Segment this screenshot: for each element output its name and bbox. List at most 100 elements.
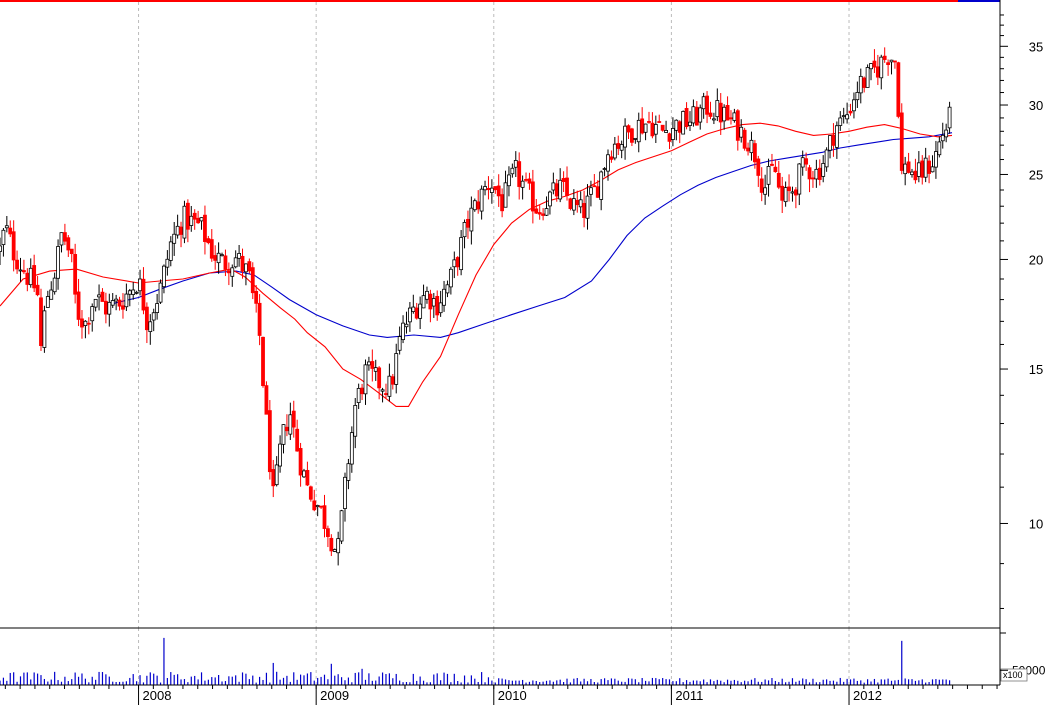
candle-body [623, 125, 627, 148]
candle [192, 209, 197, 230]
candle [445, 280, 450, 298]
candle-body [367, 361, 371, 366]
candle-body [448, 268, 453, 288]
candle-body [288, 414, 293, 435]
candle-body [626, 125, 631, 133]
candle [103, 292, 108, 324]
candle-body [811, 177, 815, 180]
candle [544, 196, 549, 216]
candle-body [889, 59, 894, 63]
candle-body [872, 60, 877, 68]
candle-body [127, 290, 132, 295]
candle [623, 118, 627, 160]
candle [278, 435, 282, 473]
candle-body [442, 288, 446, 306]
candle-body [920, 160, 925, 178]
candle-body [390, 376, 395, 385]
candle-body [759, 178, 764, 193]
candle-body [401, 322, 405, 341]
candle-body [592, 185, 597, 188]
candle [131, 281, 136, 300]
candle-body [86, 322, 91, 325]
candle [811, 171, 815, 188]
candle [226, 262, 231, 286]
candle-body [237, 253, 242, 259]
candle [110, 293, 115, 309]
candle-body [554, 183, 559, 197]
candle [575, 190, 580, 213]
candle-body [196, 217, 201, 224]
candle [582, 190, 586, 228]
candle-body [308, 486, 313, 500]
candle-body [729, 117, 733, 120]
candle [151, 308, 156, 332]
candle [4, 216, 9, 233]
candle-body [421, 295, 426, 309]
candle-body [619, 144, 624, 151]
candle-body [93, 298, 98, 308]
candle-body [233, 257, 238, 268]
candle [691, 99, 696, 127]
candle-body [110, 300, 115, 306]
candle-body [103, 300, 108, 315]
candle [206, 235, 211, 245]
candle [643, 123, 648, 141]
candle-body [56, 246, 60, 279]
candle-body [797, 163, 802, 195]
candle [462, 219, 467, 249]
candle [937, 136, 942, 158]
candle [0, 237, 2, 266]
candle [640, 107, 645, 135]
candle-body [903, 163, 908, 175]
candle [124, 283, 129, 312]
candle-body [459, 237, 464, 271]
candle [343, 472, 347, 522]
candle-body [407, 307, 412, 323]
candle-body [517, 161, 522, 187]
candle-body [660, 124, 665, 131]
candle-body [869, 63, 873, 70]
candle-body [206, 238, 211, 244]
candle-body [548, 191, 552, 207]
candle [865, 64, 870, 88]
candle-body [254, 290, 259, 304]
candle [749, 131, 754, 161]
moving-average-short-line [0, 122, 953, 407]
candle-body [633, 137, 638, 140]
candle [660, 124, 665, 132]
candle-body [671, 128, 675, 140]
candle [438, 290, 443, 317]
candle [489, 179, 494, 204]
candle-body [100, 291, 105, 302]
candle-body [708, 112, 713, 117]
candle-body [681, 111, 686, 135]
candle-body [934, 151, 938, 168]
candle-body [257, 302, 262, 336]
candle [45, 290, 50, 308]
volume-unit-box [1000, 668, 1028, 682]
candle [910, 168, 914, 178]
candle-body [896, 62, 901, 117]
candle-body [828, 135, 832, 151]
candle [814, 159, 819, 188]
candle-body [472, 200, 477, 211]
candle [86, 317, 91, 335]
candle-body [630, 128, 634, 143]
candle [346, 458, 351, 490]
candle-body [39, 297, 43, 346]
candle [701, 92, 706, 119]
candle-body [250, 267, 255, 294]
candle [332, 548, 337, 553]
candle-body [445, 284, 450, 294]
candle [882, 47, 887, 63]
candle-body [271, 469, 276, 487]
candle-body [544, 208, 549, 216]
candle [947, 101, 952, 134]
candle-body [179, 226, 183, 235]
candle-body [831, 134, 836, 146]
candle [308, 485, 313, 502]
candle [906, 152, 911, 174]
candle [213, 245, 218, 270]
candle [698, 104, 703, 130]
candle [168, 236, 173, 267]
